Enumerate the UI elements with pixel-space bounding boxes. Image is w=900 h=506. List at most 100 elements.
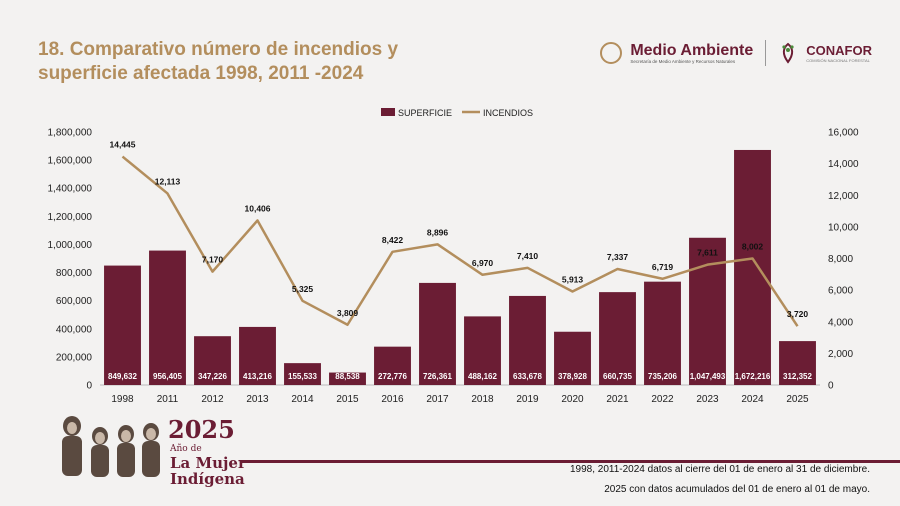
- line-data-label: 5,913: [562, 275, 584, 285]
- bar-superficie: [464, 316, 501, 385]
- medio-ambiente-name: Medio Ambiente: [630, 42, 754, 59]
- x-tick-label: 2024: [741, 394, 764, 405]
- bar-superficie: [599, 292, 636, 385]
- y-right-tick-label: 14,000: [828, 159, 859, 170]
- header-logos: Medio Ambiente Secretaría de Medio Ambie…: [600, 40, 872, 66]
- conafor-name: CONAFOR: [806, 42, 872, 58]
- y-left-tick-label: 1,000,000: [48, 240, 93, 251]
- bar-data-label: 488,162: [468, 372, 497, 381]
- line-data-label: 7,170: [202, 255, 224, 265]
- x-tick-label: 2023: [696, 394, 719, 405]
- bar-data-label: 413,216: [243, 372, 272, 381]
- x-tick-label: 2018: [471, 394, 494, 405]
- conafor-logo: CONAFOR COMISIÓN NACIONAL FORESTAL: [806, 42, 872, 63]
- bar-superficie: [284, 363, 321, 385]
- line-data-label: 6,970: [472, 258, 494, 268]
- bar-data-label: 1,672,216: [735, 372, 771, 381]
- y-right-tick-label: 2,000: [828, 349, 853, 360]
- y-left-tick-label: 200,000: [56, 352, 93, 363]
- line-data-label: 7,611: [697, 248, 718, 258]
- medio-ambiente-subtitle: Secretaría de Medio Ambiente y Recursos …: [630, 59, 736, 64]
- bar-data-label: 1,047,493: [690, 372, 726, 381]
- bar-superficie: [104, 265, 141, 385]
- bar-superficie: [149, 250, 186, 385]
- x-tick-label: 2021: [606, 394, 629, 405]
- y-right-tick-label: 6,000: [828, 286, 853, 297]
- badge-line-2: La Mujer: [170, 454, 246, 472]
- bar-superficie: [194, 336, 231, 385]
- bar-data-label: 272,776: [378, 372, 407, 381]
- bar-data-label: 735,206: [648, 372, 677, 381]
- x-tick-label: 2020: [561, 394, 584, 405]
- legend-label-incendios: INCENDIOS: [483, 108, 533, 118]
- bar-data-label: 155,533: [288, 372, 317, 381]
- y-left-tick-label: 1,800,000: [48, 128, 93, 139]
- bar-data-label: 633,678: [513, 372, 542, 381]
- y-left-tick-label: 1,400,000: [48, 184, 93, 195]
- bar-data-label: 956,405: [153, 372, 182, 381]
- line-incendios: [121, 155, 799, 327]
- conafor-subtitle: COMISIÓN NACIONAL FORESTAL: [806, 57, 870, 63]
- bar-superficie: [734, 149, 771, 385]
- y-left-tick-label: 600,000: [56, 296, 93, 307]
- line-data-label: 7,337: [607, 252, 629, 262]
- conafor-tree-icon: [782, 42, 794, 64]
- y-left-tick-label: 1,200,000: [48, 212, 93, 223]
- line-data-label: 12,113: [155, 176, 181, 186]
- y-left-tick-label: 1,600,000: [48, 156, 93, 167]
- bar-superficie: [329, 372, 366, 385]
- footnote-2: 2025 con datos acumulados del 01 de ener…: [604, 484, 870, 495]
- x-tick-label: 2011: [157, 394, 179, 405]
- bar-superficie: [419, 282, 456, 385]
- line-data-label: 8,422: [382, 235, 404, 245]
- x-tick-label: 2016: [381, 394, 404, 405]
- x-tick-label: 2013: [246, 394, 269, 405]
- bar-data-label: 726,361: [423, 372, 452, 381]
- footer-divider: [240, 460, 900, 463]
- y-right-tick-label: 8,000: [828, 254, 853, 265]
- legend-label-superficie: SUPERFICIE: [398, 108, 452, 118]
- x-tick-label: 1998: [111, 394, 134, 405]
- bar-superficie: [239, 326, 276, 385]
- logo-divider: [765, 40, 767, 66]
- bar-superficie: [689, 237, 726, 385]
- bar-data-label: 849,632: [108, 372, 137, 381]
- line-data-label: 8,896: [427, 227, 449, 237]
- bar-data-label: 378,928: [558, 372, 587, 381]
- line-data-label: 3,720: [787, 309, 809, 319]
- footnote-1: 1998, 2011-2024 datos al cierre del 01 d…: [569, 464, 870, 475]
- x-tick-label: 2015: [336, 394, 359, 405]
- bar-superficie: [644, 281, 681, 385]
- y-right-tick-label: 10,000: [828, 222, 859, 233]
- y-left-tick-label: 0: [86, 381, 92, 392]
- y-left-tick-label: 800,000: [56, 268, 93, 279]
- bar-superficie: [554, 331, 591, 385]
- y-right-tick-label: 4,000: [828, 317, 853, 328]
- bar-data-label: 660,735: [603, 372, 632, 381]
- badge-line-3: Indígena: [170, 470, 245, 488]
- bar-superficie: [779, 341, 816, 385]
- national-seal-icon: [600, 42, 623, 64]
- line-data-label: 14,445: [110, 140, 136, 150]
- y-right-tick-label: 0: [828, 381, 834, 392]
- indigenous-women-illustration-icon: [62, 416, 160, 477]
- x-tick-label: 2014: [291, 394, 314, 405]
- legend-swatch-superficie: [381, 108, 395, 116]
- line-data-label: 10,406: [245, 203, 271, 213]
- bar-superficie: [374, 346, 411, 385]
- bar-data-label: 312,352: [783, 372, 812, 381]
- x-tick-label: 2025: [786, 394, 809, 405]
- badge-year: 2025: [168, 415, 235, 444]
- medio-ambiente-logo: Medio Ambiente Secretaría de Medio Ambie…: [630, 42, 753, 64]
- x-tick-label: 2012: [201, 394, 224, 405]
- x-tick-label: 2022: [651, 394, 674, 405]
- bar-data-label: 347,226: [198, 372, 227, 381]
- x-tick-label: 2019: [516, 394, 539, 405]
- y-left-tick-label: 400,000: [56, 324, 93, 335]
- x-tick-label: 2017: [426, 394, 449, 405]
- line-data-label: 3,809: [337, 308, 359, 318]
- title-line-1: 18. Comparativo número de incendios y: [38, 39, 399, 60]
- page-title: 18. Comparativo número de incendios y su…: [38, 38, 458, 86]
- line-data-label: 5,325: [292, 284, 314, 294]
